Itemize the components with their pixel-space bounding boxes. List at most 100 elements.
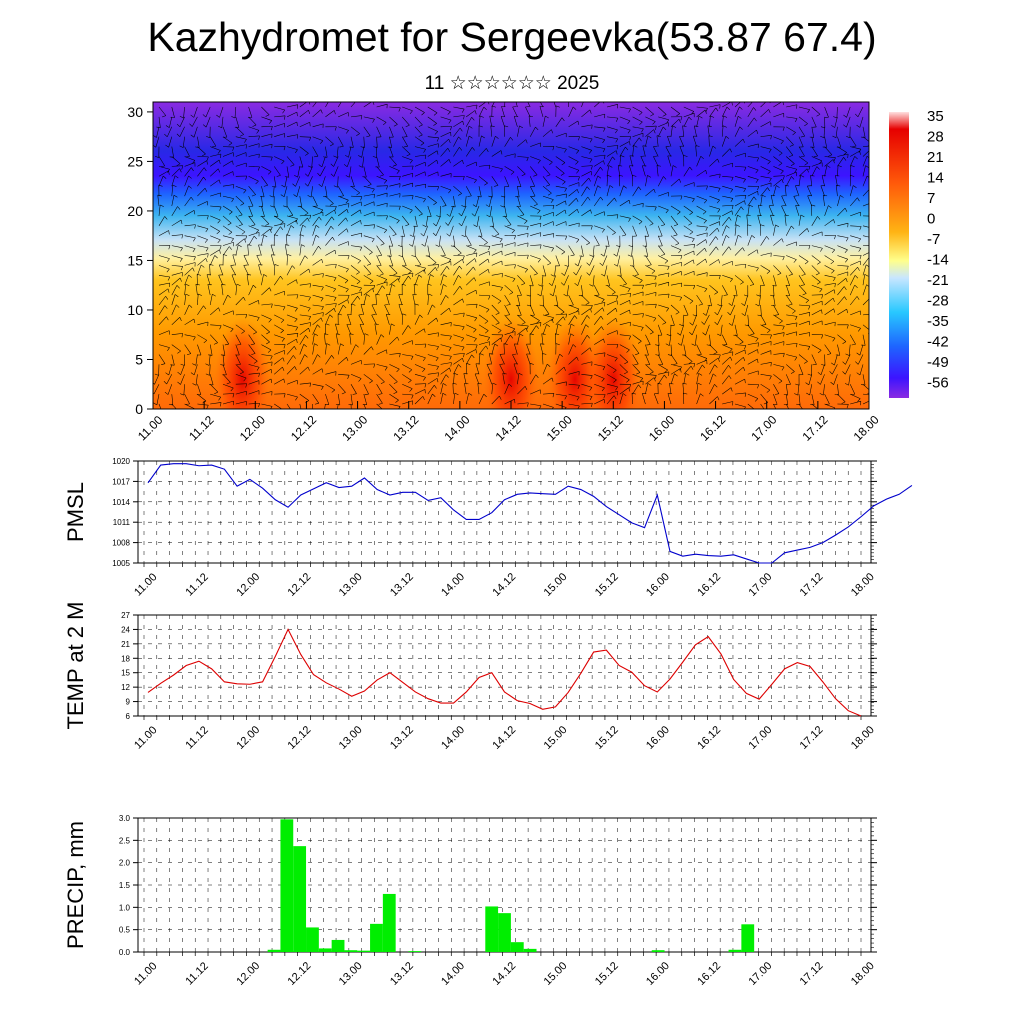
wind-barb <box>402 272 414 276</box>
wind-barb-feather <box>616 214 619 219</box>
wind-barb <box>734 366 744 375</box>
wind-barb-feather <box>531 195 536 197</box>
temperature-frame <box>137 614 872 717</box>
wind-barb-feather <box>716 199 720 204</box>
wind-barb <box>747 107 754 118</box>
wind-barb <box>248 232 260 236</box>
wind-barb <box>461 205 467 217</box>
wind-barb-feather <box>700 393 704 397</box>
wind-barb <box>811 275 821 283</box>
wind-barb <box>384 304 390 316</box>
wind-barb-feather <box>331 216 335 221</box>
wind-barb <box>453 120 463 128</box>
wind-barb <box>299 403 302 409</box>
wind-barb <box>504 314 512 324</box>
wind-barb <box>798 285 807 294</box>
wind-barb <box>619 309 630 316</box>
wind-barb <box>413 284 416 296</box>
wind-barb <box>219 106 224 118</box>
wind-barb-feather <box>243 189 247 194</box>
wind-barb-feather <box>317 172 321 177</box>
pmsl-x-tick-label: 16.12 <box>695 571 723 599</box>
wind-barb-feather <box>180 247 183 252</box>
wind-barb <box>222 400 234 405</box>
wind-barb-feather <box>473 338 477 342</box>
section-x-tick-label: 14.00 <box>441 412 472 443</box>
precipitation-y-tick-label: 2.0 <box>119 859 131 868</box>
wind-barb-feather <box>371 188 375 193</box>
wind-barb-feather <box>217 150 221 154</box>
wind-barb-feather <box>795 118 798 123</box>
wind-barb-feather <box>329 203 334 206</box>
wind-barb-feather <box>185 403 190 405</box>
wind-barb-feather <box>771 305 776 307</box>
wind-barb-feather <box>822 146 827 148</box>
wind-barb <box>645 282 657 286</box>
wind-barb <box>389 336 398 345</box>
wind-barb <box>463 373 467 385</box>
wind-barb <box>184 262 196 266</box>
wind-barb <box>849 185 854 197</box>
wind-barb-feather <box>784 214 789 216</box>
wind-barb-feather <box>360 196 363 201</box>
wind-barb <box>299 304 311 309</box>
wind-barb <box>589 265 595 276</box>
wind-barb-feather <box>691 238 695 243</box>
wind-barb-feather <box>473 277 477 282</box>
wind-barb <box>235 195 245 204</box>
wind-barb <box>645 265 656 272</box>
wind-barb <box>555 316 564 325</box>
precipitation-x-tick-label: 14.00 <box>439 960 467 988</box>
wind-barb-feather <box>294 346 297 350</box>
wind-barb-feather <box>665 343 670 346</box>
wind-barb <box>270 244 275 256</box>
wind-barb <box>286 366 295 375</box>
wind-barb <box>616 245 621 257</box>
wind-barb-feather <box>449 367 451 372</box>
wind-barb <box>770 215 774 226</box>
wind-barb-feather <box>392 234 397 236</box>
precipitation-bar <box>280 819 294 952</box>
wind-barb <box>707 125 710 137</box>
pmsl-x-tick-label: 13.12 <box>388 571 416 599</box>
wind-barb <box>606 150 617 157</box>
wind-barb <box>722 162 733 167</box>
wind-barb-feather <box>539 244 542 249</box>
wind-barb <box>478 353 481 365</box>
wind-barb <box>248 176 259 182</box>
wind-barb <box>709 364 715 375</box>
wind-barb-feather <box>422 368 426 372</box>
wind-barb-feather <box>589 150 592 154</box>
wind-barb <box>849 136 857 147</box>
wind-barb <box>499 354 505 365</box>
wind-barb <box>721 375 730 385</box>
wind-barb-feather <box>410 356 414 360</box>
wind-barb <box>670 245 682 251</box>
wind-barb-feather <box>590 225 593 230</box>
wind-barb <box>850 150 860 157</box>
wind-barb <box>491 343 495 355</box>
wind-barb-feather <box>190 134 195 138</box>
wind-barb <box>363 288 373 296</box>
wind-barb-feather <box>563 366 566 371</box>
wind-barb <box>453 352 465 355</box>
wind-barb <box>413 225 416 237</box>
wind-barb-feather <box>409 388 413 392</box>
wind-barb-feather <box>166 316 169 321</box>
wind-barb-feather <box>870 188 872 192</box>
wind-barb <box>246 274 249 286</box>
warm-core <box>483 317 539 409</box>
wind-barb-feather <box>204 239 208 243</box>
wind-barb <box>286 304 298 309</box>
wind-barb <box>657 126 664 137</box>
wind-barb-feather <box>515 196 520 198</box>
wind-barb-feather <box>462 255 465 260</box>
wind-barb <box>325 371 337 375</box>
wind-barb-feather <box>241 330 245 334</box>
wind-barb-feather <box>672 125 677 128</box>
wind-barb <box>696 364 703 375</box>
wind-barb-feather <box>459 286 463 290</box>
wind-barb-feather <box>846 309 848 314</box>
wind-barb <box>389 193 401 197</box>
wind-barb-feather <box>218 396 222 401</box>
